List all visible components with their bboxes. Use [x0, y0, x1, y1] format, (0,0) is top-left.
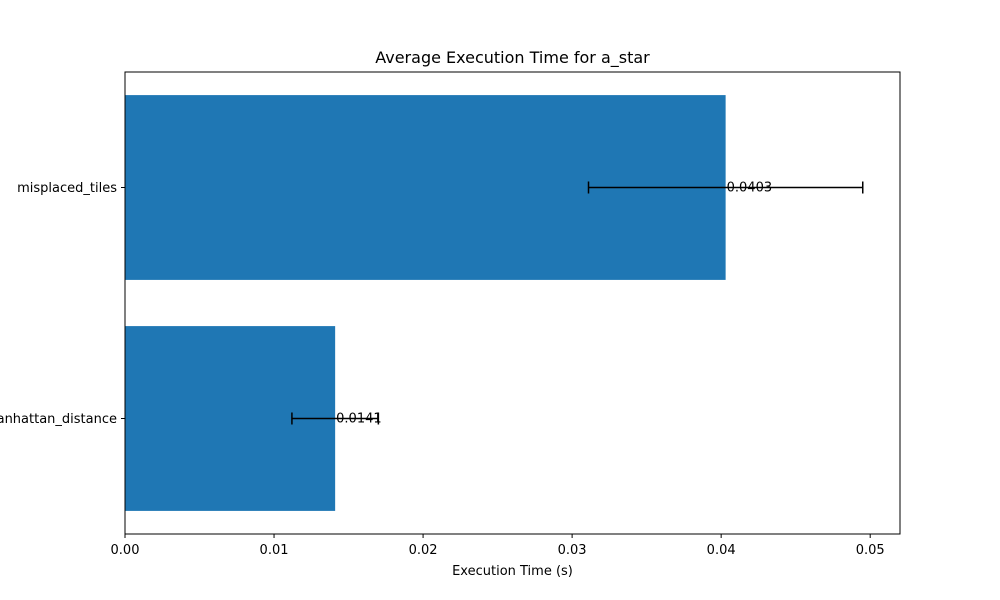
- x-axis-label: Execution Time (s): [452, 564, 573, 579]
- x-axis-ticks: 0.00 0.01 0.02 0.03 0.04 0.05: [111, 534, 885, 558]
- y-tick-label-manhattan_distance: manhattan_distance: [0, 412, 117, 427]
- data-label-manhattan_distance: 0.0141: [336, 412, 382, 427]
- x-tick-label: 0.02: [409, 543, 438, 558]
- x-tick-label: 0.00: [111, 543, 140, 558]
- y-axis-ticks: manhattan_distance misplaced_tiles: [0, 181, 125, 427]
- plot-frame: [124, 71, 901, 535]
- error-bar-misplaced_tiles: [587, 181, 864, 194]
- chart-title: Average Execution Time for a_star: [375, 48, 650, 68]
- x-tick-label: 0.05: [856, 543, 885, 558]
- data-labels-layer: 0.0141 0.0403: [336, 181, 772, 427]
- data-label-misplaced_tiles: 0.0403: [727, 181, 773, 196]
- x-tick-label: 0.04: [707, 543, 736, 558]
- error-bars-layer: [291, 181, 864, 425]
- y-tick-label-misplaced_tiles: misplaced_tiles: [17, 181, 117, 196]
- error-bar-manhattan_distance: [291, 412, 380, 425]
- x-tick-label: 0.03: [558, 543, 587, 558]
- x-tick-label: 0.01: [260, 543, 289, 558]
